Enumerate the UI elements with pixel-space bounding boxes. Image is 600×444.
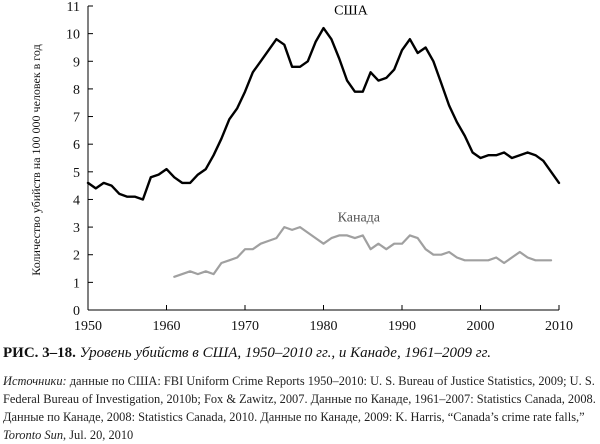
x-tick-label: 1970	[231, 319, 259, 334]
y-tick-label: 5	[73, 166, 80, 181]
figure-caption-text: Уровень убийств в США, 1950–2010 гг., и …	[79, 345, 491, 361]
y-tick-label: 2	[73, 249, 80, 264]
y-tick-label: 9	[73, 55, 80, 70]
sources-text: данные по США: FBI Uniform Crime Reports…	[3, 374, 596, 424]
series-label-usa: США	[334, 3, 368, 18]
y-tick-label: 10	[66, 28, 80, 43]
chart-axes	[87, 6, 559, 311]
y-tick-label: 7	[73, 111, 80, 126]
sources-text-end: , Jul. 20, 2010	[63, 428, 134, 442]
y-tick-label: 8	[73, 83, 80, 98]
x-tick-label: 1990	[388, 319, 416, 334]
sources-journal: Toronto Sun	[3, 428, 64, 442]
y-tick-label: 4	[73, 193, 80, 208]
x-tick-label: 2000	[467, 319, 495, 334]
y-tick-label: 6	[73, 138, 80, 153]
chart-labels: США Канада	[334, 3, 381, 225]
figure-sources: Источники: данные по США: FBI Uniform Cr…	[3, 372, 599, 444]
y-tick-label: 3	[73, 221, 80, 236]
series-line-canada	[173, 226, 553, 278]
chart-series	[86, 26, 561, 278]
series-label-canada: Канада	[338, 211, 381, 226]
y-tick-label: 0	[73, 304, 80, 319]
x-tick-label: 1950	[74, 319, 102, 334]
y-tick-label: 1	[73, 276, 80, 291]
x-tick-label: 1980	[310, 319, 338, 334]
homicide-rate-chart: 0 1 2 3 4 5 6 7 8 9 10 11 1950 1960 1970 1980 1990 2000 20…	[29, 0, 573, 334]
series-line-usa	[86, 26, 561, 201]
figure-caption: РИС. 3–18. Уровень убийств в США, 1950–2…	[3, 345, 599, 362]
x-tick-label: 2010	[545, 319, 573, 334]
chart-ticks: 0 1 2 3 4 5 6 7 8 9 10 11 1950 1960 1970 1980 1990 2000 20…	[66, 0, 573, 334]
figure-caption-label: РИС. 3–18.	[3, 345, 76, 361]
sources-intro: Источники:	[3, 374, 67, 388]
x-tick-label: 1960	[153, 319, 181, 334]
y-axis-label: Количество убийств на 100 000 человек в …	[29, 44, 43, 275]
y-tick-label: 11	[67, 0, 80, 15]
